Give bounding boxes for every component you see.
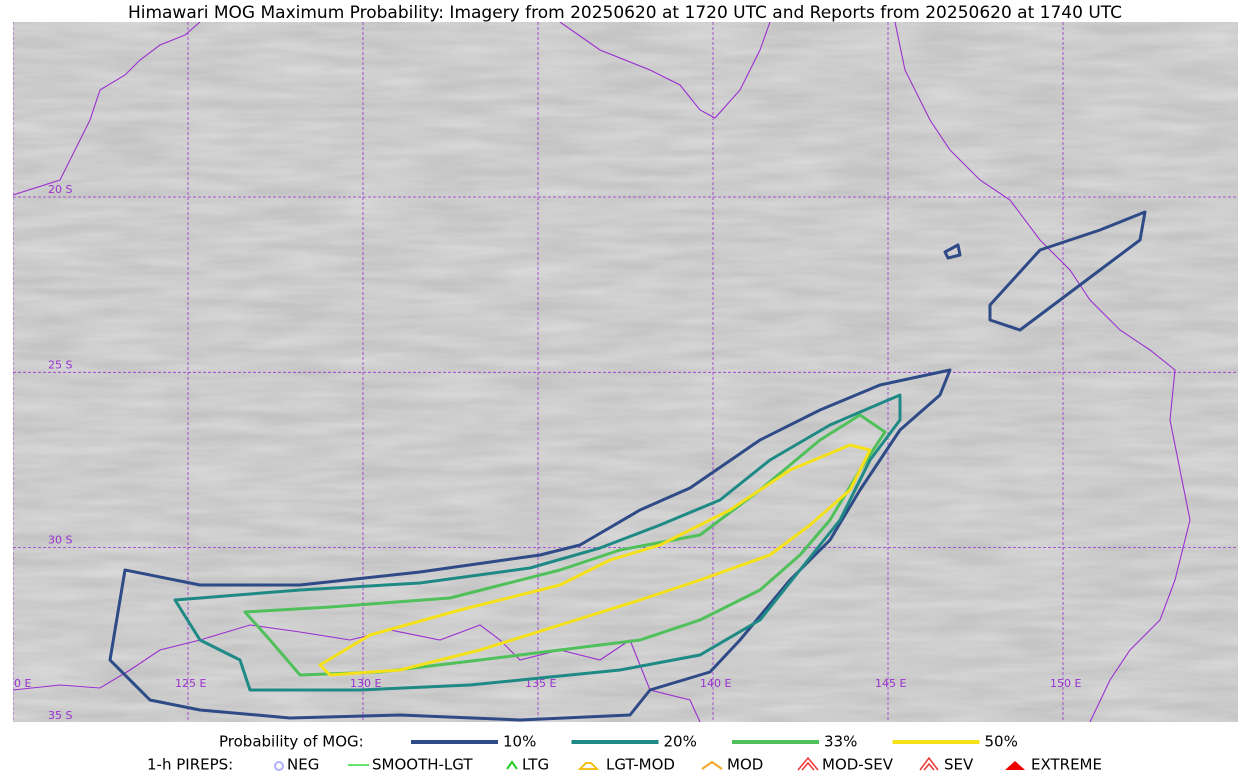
legend-label: NEG xyxy=(287,756,319,774)
coastline xyxy=(13,22,201,196)
contour-10 xyxy=(943,210,1147,332)
legend-label: 10% xyxy=(503,733,536,751)
legend-title: 1-h PIREPS: xyxy=(147,756,233,774)
legend-label: LTG xyxy=(522,756,549,774)
map: 120 E 125 E 130 E 135 E 140 E 145 E 150 E 20 S 2… xyxy=(0,22,1238,722)
lon-label: 145 E xyxy=(875,677,906,690)
contour-10 xyxy=(108,368,952,722)
lat-label: 25 S xyxy=(48,358,72,371)
mod-sev-icon xyxy=(797,756,819,771)
coastline xyxy=(894,22,1191,722)
lon-label: 125 E xyxy=(175,677,206,690)
lon-label: 150 E xyxy=(1050,677,1081,690)
lat-label: 20 S xyxy=(48,183,72,196)
legend-label: MOD xyxy=(727,756,763,774)
legend-label: 33% xyxy=(824,733,857,751)
legend-label: SEV xyxy=(944,756,974,774)
contour-20 xyxy=(173,393,902,692)
contour-50 xyxy=(318,443,872,677)
legend-title: Probability of MOG: xyxy=(219,733,364,751)
lgt-mod-icon xyxy=(577,762,600,770)
neg-icon xyxy=(274,761,284,771)
legend-label: EXTREME xyxy=(1031,756,1102,774)
legend: Probability of MOG: 10% 20% 33% 50% 1-h PIR… xyxy=(147,733,1102,774)
extreme-icon xyxy=(1005,761,1025,770)
lon-label: 140 E xyxy=(700,677,731,690)
lat-label: 30 S xyxy=(48,534,72,547)
lon-label: 120 E xyxy=(0,677,31,690)
lat-label: 35 S xyxy=(48,709,72,722)
legend-label: 50% xyxy=(985,733,1018,751)
lon-label: 130 E xyxy=(350,677,381,690)
legend-label: LGT-MOD xyxy=(606,756,675,774)
sev-icon xyxy=(919,756,939,771)
mod-icon xyxy=(701,760,723,770)
coastline xyxy=(559,22,771,119)
lon-label: 135 E xyxy=(525,677,556,690)
legend-label: 20% xyxy=(664,733,697,751)
title: Himawari MOG Maximum Probability: Imager… xyxy=(128,3,1122,23)
legend-label: MOD-SEV xyxy=(822,756,894,774)
legend-label: SMOOTH-LGT xyxy=(372,756,473,774)
ltg-icon xyxy=(506,760,518,770)
